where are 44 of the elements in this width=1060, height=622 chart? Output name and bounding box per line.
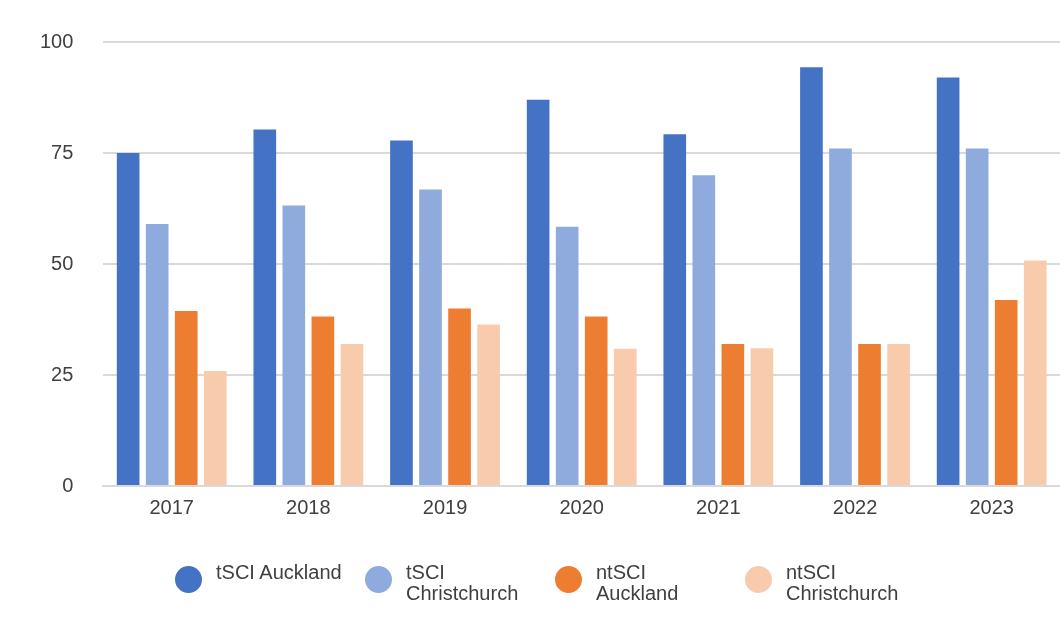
bar xyxy=(936,77,960,485)
bar xyxy=(253,129,277,485)
bar xyxy=(448,308,471,485)
legend-label: ntSCI Christchurch xyxy=(786,561,900,604)
bar xyxy=(555,226,579,485)
bar xyxy=(994,299,1018,485)
bar xyxy=(721,343,745,485)
x-tick-label: 2022 xyxy=(832,495,878,518)
x-tick-label: 2019 xyxy=(422,495,468,518)
bar xyxy=(526,99,550,485)
bar xyxy=(692,175,716,485)
legend-label: tSCI Christchurch xyxy=(406,561,520,604)
bar xyxy=(1023,260,1047,485)
bar xyxy=(311,316,335,485)
x-tick-label: 2017 xyxy=(149,495,194,518)
x-tick-label: 2023 xyxy=(969,495,1014,518)
bar xyxy=(858,343,881,485)
legend-label: ntSCI Auckland xyxy=(596,561,680,604)
bar xyxy=(800,67,823,485)
bar xyxy=(145,224,169,485)
legend-label: tSCI Auckland xyxy=(216,561,343,583)
bar xyxy=(750,348,774,485)
bar xyxy=(203,371,227,485)
bar xyxy=(887,343,910,485)
bar xyxy=(340,343,364,485)
x-tick-label: 2020 xyxy=(559,495,604,518)
bar xyxy=(419,189,442,485)
y-tick-label: 75 xyxy=(51,140,74,163)
y-tick-label: 100 xyxy=(39,29,74,52)
x-tick-label: 2021 xyxy=(696,495,741,518)
bar xyxy=(390,140,413,485)
bar xyxy=(663,134,687,485)
x-tick-label: 2018 xyxy=(286,495,331,518)
y-tick-label: 50 xyxy=(51,251,74,274)
bar xyxy=(282,205,306,485)
bar xyxy=(477,324,500,485)
bar xyxy=(116,153,140,485)
y-tick-label: 0 xyxy=(62,473,74,496)
y-tick-label: 25 xyxy=(51,362,74,385)
bar xyxy=(829,148,852,485)
bar xyxy=(174,311,198,485)
bar xyxy=(584,316,608,485)
bar xyxy=(613,348,637,485)
bar xyxy=(965,148,989,485)
